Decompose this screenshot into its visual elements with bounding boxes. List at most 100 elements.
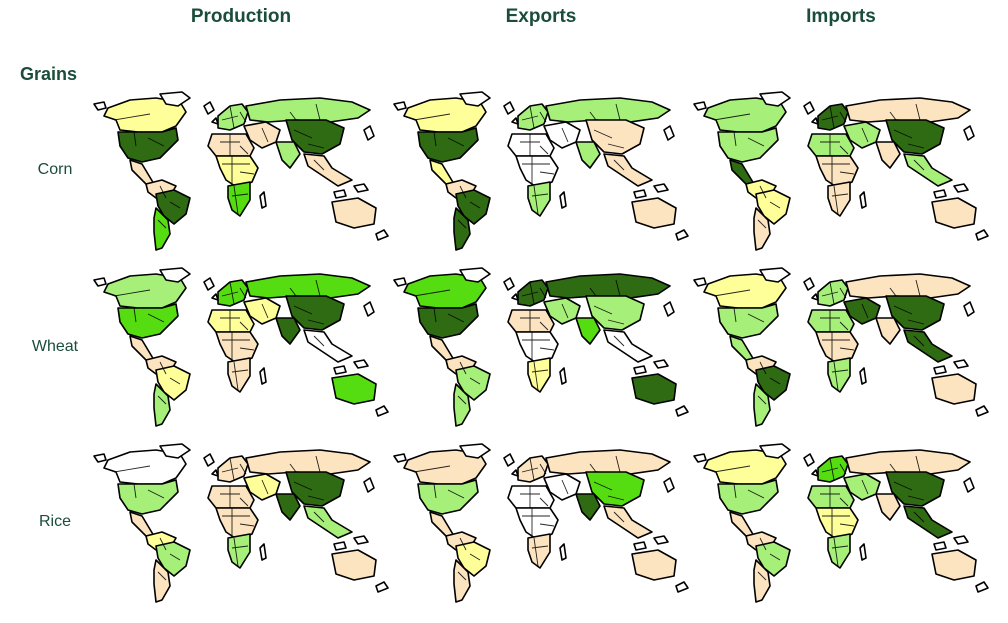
- region-africa-south: [227, 533, 251, 569]
- country-borders: [521, 457, 547, 481]
- region-australia: [631, 373, 677, 405]
- region-greenland: [459, 443, 491, 459]
- country-borders: [113, 465, 165, 499]
- island-shape: [353, 535, 369, 545]
- region-australia: [631, 197, 677, 229]
- region-africa-mid: [515, 507, 559, 541]
- island-shape: [503, 277, 515, 291]
- region-greenland: [759, 91, 791, 107]
- region-australia: [631, 549, 677, 581]
- island-shape: [933, 189, 947, 199]
- country-borders: [221, 105, 247, 129]
- region-africa-south: [527, 357, 551, 393]
- region-russia: [245, 97, 371, 123]
- region-sa-south: [153, 207, 171, 251]
- island-shape: [375, 229, 389, 241]
- island-shape: [963, 477, 975, 493]
- region-na-us: [717, 479, 779, 515]
- country-borders: [861, 455, 921, 495]
- island-shape: [393, 453, 407, 463]
- island-shape: [259, 191, 267, 209]
- island-shape: [363, 477, 375, 493]
- country-borders: [231, 185, 249, 215]
- map-wheat-exports: [390, 266, 690, 431]
- island-shape: [693, 277, 707, 287]
- country-borders: [561, 455, 621, 495]
- country-borders: [231, 537, 249, 567]
- region-russia: [545, 449, 671, 475]
- world-map-svg: [393, 443, 689, 603]
- country-borders: [821, 457, 847, 481]
- region-greenland: [459, 267, 491, 283]
- island-shape: [393, 277, 407, 287]
- island-shape: [393, 101, 407, 111]
- island-shape: [811, 469, 819, 477]
- island-shape: [333, 189, 347, 199]
- country-borders: [221, 281, 247, 305]
- region-australia: [931, 197, 977, 229]
- region-africa-south: [527, 533, 551, 569]
- region-sa-south: [453, 383, 471, 427]
- region-russia: [845, 449, 971, 475]
- region-russia: [845, 97, 971, 123]
- island-shape: [803, 101, 815, 115]
- country-borders: [820, 486, 849, 508]
- country-borders: [231, 361, 249, 391]
- region-india: [275, 317, 301, 345]
- region-india: [275, 141, 301, 169]
- region-sa-south: [153, 383, 171, 427]
- country-borders: [157, 361, 181, 405]
- map-rice-imports: [690, 442, 990, 607]
- group-title-grains: Grains: [20, 64, 78, 84]
- island-shape: [93, 277, 107, 287]
- island-shape: [511, 117, 519, 125]
- region-africa-mid: [215, 507, 259, 541]
- region-greenland: [759, 443, 791, 459]
- region-australia: [331, 197, 377, 229]
- country-borders: [757, 361, 781, 405]
- region-na-us: [717, 127, 779, 163]
- island-shape: [259, 543, 267, 561]
- region-se-asia: [603, 153, 653, 187]
- region-na-us: [117, 127, 179, 163]
- country-borders: [593, 305, 625, 347]
- country-borders: [531, 537, 549, 567]
- region-africa-south: [227, 357, 251, 393]
- island-shape: [693, 101, 707, 111]
- region-africa-south: [827, 533, 851, 569]
- island-shape: [963, 125, 975, 141]
- island-shape: [203, 101, 215, 115]
- region-india: [875, 317, 901, 345]
- region-russia: [545, 273, 671, 299]
- world-map-svg: [393, 91, 689, 251]
- region-na-us: [417, 127, 479, 163]
- country-borders: [561, 279, 621, 319]
- island-shape: [633, 541, 647, 551]
- region-na-us: [417, 303, 479, 339]
- country-borders: [520, 486, 549, 508]
- world-map-svg: [93, 91, 389, 251]
- country-borders: [593, 129, 625, 171]
- island-shape: [211, 469, 219, 477]
- island-shape: [975, 405, 989, 417]
- region-russia: [245, 273, 371, 299]
- island-shape: [953, 535, 969, 545]
- island-shape: [333, 365, 347, 375]
- region-sa-south: [753, 383, 771, 427]
- island-shape: [375, 581, 389, 593]
- country-borders: [222, 332, 255, 362]
- island-shape: [933, 365, 947, 375]
- country-borders: [822, 332, 855, 362]
- country-borders: [157, 537, 181, 581]
- world-map-svg: [393, 267, 689, 427]
- island-shape: [333, 541, 347, 551]
- island-shape: [859, 543, 867, 561]
- country-borders: [522, 156, 555, 186]
- island-shape: [633, 189, 647, 199]
- header-production: Production: [190, 6, 292, 27]
- island-shape: [859, 191, 867, 209]
- country-borders: [413, 289, 465, 323]
- country-borders: [520, 310, 549, 332]
- region-greenland: [159, 443, 191, 459]
- country-borders: [820, 134, 849, 156]
